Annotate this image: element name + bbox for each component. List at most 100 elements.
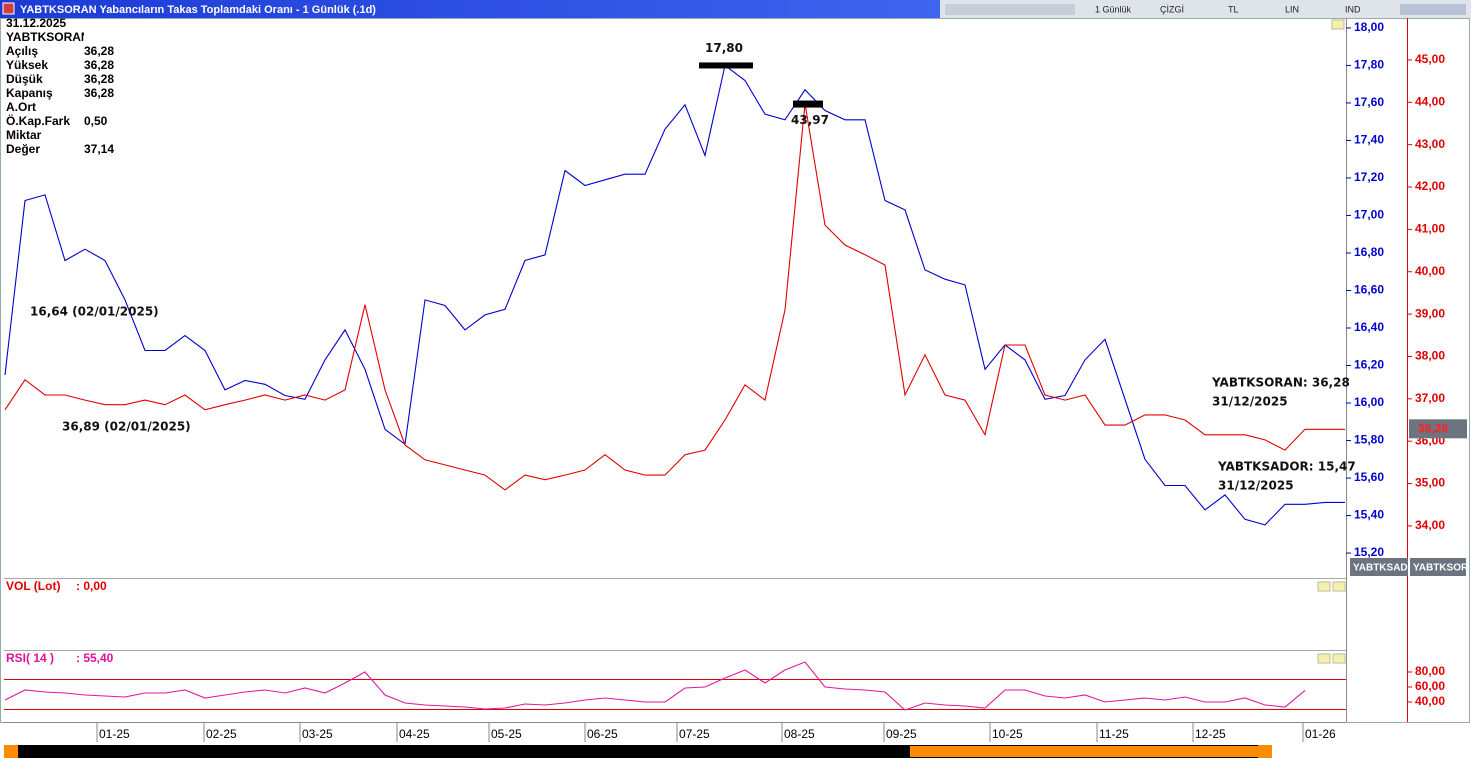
panel-button[interactable] bbox=[1331, 19, 1345, 30]
info-label: Kapanış bbox=[6, 86, 53, 100]
info-label: Düşük bbox=[6, 72, 43, 86]
info-label: Miktar bbox=[6, 128, 42, 142]
toolbar-item[interactable]: IND bbox=[1345, 4, 1361, 14]
x-tick-label: 01-26 bbox=[1305, 727, 1336, 741]
info-label: Açılış bbox=[6, 44, 38, 58]
rsi-value: : 55,40 bbox=[76, 651, 114, 665]
y2-tick-label: 39,00 bbox=[1415, 306, 1445, 320]
toolbar-item[interactable]: LIN bbox=[1285, 4, 1299, 14]
annotation: 31/12/2025 bbox=[1218, 479, 1294, 493]
info-label: Ö.Kap.Fark bbox=[6, 113, 70, 128]
legend-label: YABTKSORAN bbox=[1413, 563, 1471, 574]
x-tick-label: 04-25 bbox=[399, 727, 430, 741]
scroll-left[interactable] bbox=[4, 745, 18, 758]
annotation: 16,64 (02/01/2025) bbox=[30, 305, 159, 319]
rsi-tick-label: 40,00 bbox=[1415, 694, 1445, 708]
toolbar-item[interactable]: ÇİZGİ bbox=[1160, 4, 1184, 14]
info-value: 0,50 bbox=[84, 114, 108, 128]
panel-button[interactable] bbox=[1317, 581, 1331, 592]
y2-tick-label: 40,00 bbox=[1415, 264, 1445, 278]
y-tick-label: 17,60 bbox=[1354, 95, 1384, 109]
vol-value: : 0,00 bbox=[76, 579, 107, 593]
annotation: YABTKSADOR: 15,47 bbox=[1217, 460, 1356, 474]
title-bar bbox=[0, 0, 940, 18]
y2-tick-label: 42,00 bbox=[1415, 179, 1445, 193]
window-buttons[interactable] bbox=[1400, 4, 1466, 15]
scroll-right[interactable] bbox=[1258, 745, 1272, 758]
y-tick-label: 17,40 bbox=[1354, 133, 1384, 147]
annotation: 43,97 bbox=[791, 113, 829, 127]
last-value-box bbox=[1409, 419, 1467, 439]
x-tick-label: 10-25 bbox=[992, 727, 1023, 741]
rsi-tick-label: 80,00 bbox=[1415, 664, 1445, 678]
info-label: A.Ort bbox=[6, 100, 36, 114]
y-tick-label: 15,80 bbox=[1354, 433, 1384, 447]
toolbar-item[interactable]: TL bbox=[1228, 4, 1239, 14]
info-label: Yüksek bbox=[6, 58, 48, 72]
legend-box bbox=[1410, 558, 1466, 576]
annotation: 17,80 bbox=[705, 41, 743, 55]
info-value: 36,28 bbox=[84, 58, 114, 72]
panel-button[interactable] bbox=[1317, 653, 1331, 664]
toolbar-item[interactable]: 1 Günlük bbox=[1095, 4, 1132, 14]
panel-button[interactable] bbox=[1332, 653, 1346, 664]
annotation: 31/12/2025 bbox=[1212, 395, 1288, 409]
tool-icons[interactable] bbox=[945, 4, 1075, 15]
y-tick-label: 16,20 bbox=[1354, 358, 1384, 372]
y-tick-label: 17,80 bbox=[1354, 58, 1384, 72]
x-tick-label: 02-25 bbox=[206, 727, 237, 741]
rsi-label: RSI( 14 ) bbox=[6, 651, 54, 665]
info-value: 36,28 bbox=[84, 86, 114, 100]
x-tick-label: 12-25 bbox=[1195, 727, 1226, 741]
y-tick-label: 16,40 bbox=[1354, 320, 1384, 334]
window-title: YABTKSORAN Yabancıların Takas Toplamdaki… bbox=[20, 4, 376, 16]
info-label: Değer bbox=[6, 142, 40, 156]
y2-tick-label: 45,00 bbox=[1415, 52, 1445, 66]
max-marker bbox=[699, 62, 753, 69]
scroll-thumb[interactable] bbox=[910, 746, 1270, 757]
vol-label: VOL (Lot) bbox=[6, 579, 60, 593]
info-date: 31.12.2025 bbox=[6, 16, 66, 30]
x-tick-label: 09-25 bbox=[886, 727, 917, 741]
series-line bbox=[4, 64, 1345, 526]
close-button[interactable] bbox=[2, 2, 15, 15]
y-tick-label: 15,20 bbox=[1354, 545, 1384, 559]
x-tick-label: 11-25 bbox=[1099, 727, 1129, 741]
panel-button[interactable] bbox=[1332, 581, 1346, 592]
legend-box bbox=[1350, 558, 1408, 576]
annotation: 36,89 (02/01/2025) bbox=[62, 420, 191, 434]
info-value: 37,14 bbox=[84, 142, 114, 156]
x-tick-label: 05-25 bbox=[491, 727, 522, 741]
y-tick-label: 15,40 bbox=[1354, 508, 1384, 522]
annotation: YABTKSORAN: 36,28 bbox=[1211, 376, 1350, 390]
y2-tick-label: 34,00 bbox=[1415, 518, 1445, 532]
y-tick-label: 18,00 bbox=[1354, 20, 1384, 34]
max-marker bbox=[793, 100, 823, 108]
y2-tick-label: 38,00 bbox=[1415, 349, 1445, 363]
y-tick-label: 15,60 bbox=[1354, 470, 1384, 484]
frame bbox=[0, 18, 1470, 723]
y2-tick-label: 35,00 bbox=[1415, 476, 1445, 490]
y-tick-label: 17,00 bbox=[1354, 208, 1384, 222]
info-value: 36,28 bbox=[84, 44, 114, 58]
rsi-tick-label: 60,00 bbox=[1415, 679, 1445, 693]
legend-label: YABTKSADOR bbox=[1353, 563, 1423, 574]
info-value: 36,28 bbox=[84, 72, 114, 86]
info-symbol: YABTKSORAN bbox=[6, 30, 90, 44]
y2-tick-label: 43,00 bbox=[1415, 137, 1445, 151]
y2-tick-label: 44,00 bbox=[1415, 94, 1445, 108]
y2-tick-label: 41,00 bbox=[1415, 222, 1445, 236]
series-line bbox=[4, 661, 1306, 711]
x-tick-label: 01-25 bbox=[99, 727, 130, 741]
y-tick-label: 16,00 bbox=[1354, 395, 1384, 409]
y-tick-label: 16,60 bbox=[1354, 283, 1384, 297]
last-value-label: 36,28 bbox=[1418, 421, 1448, 435]
y-tick-label: 16,80 bbox=[1354, 245, 1384, 259]
y2-tick-label: 37,00 bbox=[1415, 391, 1445, 405]
x-tick-label: 07-25 bbox=[679, 727, 710, 741]
x-tick-label: 08-25 bbox=[784, 727, 815, 741]
series-line bbox=[4, 103, 1345, 491]
y-tick-label: 17,20 bbox=[1354, 170, 1384, 184]
x-tick-label: 06-25 bbox=[587, 727, 618, 741]
